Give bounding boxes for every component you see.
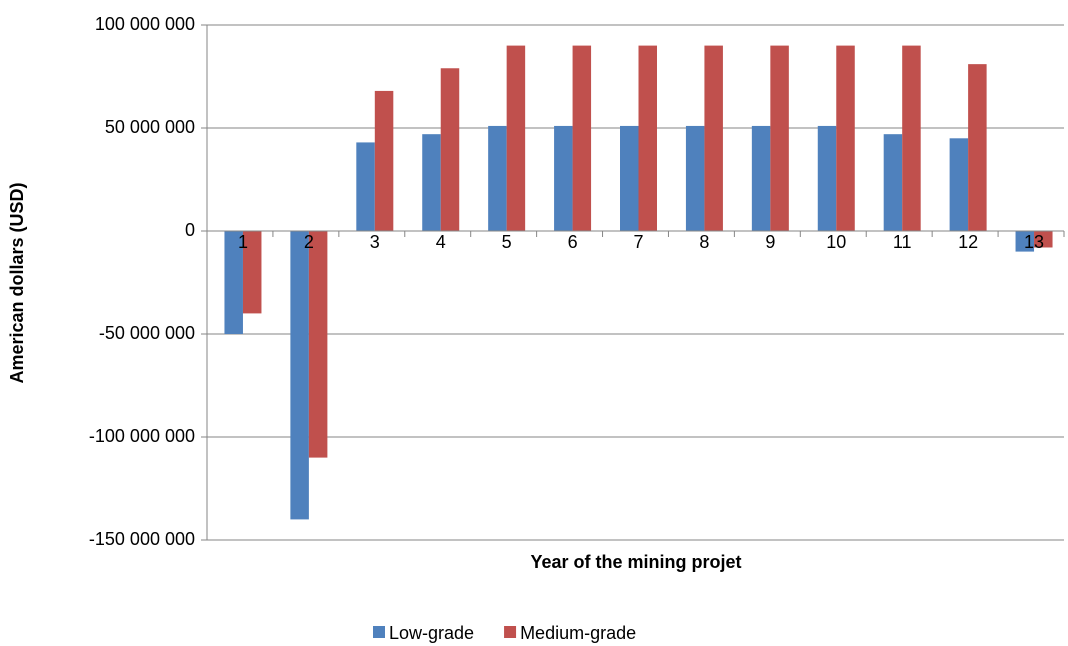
bar — [242, 231, 262, 314]
bar — [554, 125, 573, 231]
bar — [440, 68, 460, 231]
bar — [422, 134, 441, 231]
bar — [1034, 231, 1053, 248]
bar — [770, 45, 789, 231]
y-tick-label: 0 — [185, 220, 195, 240]
x-tick-label: 4 — [436, 232, 446, 252]
bar — [620, 125, 639, 231]
bar — [1015, 231, 1035, 252]
bar — [356, 142, 375, 231]
legend-label: Low-grade — [389, 623, 474, 643]
bar — [685, 125, 705, 231]
bar — [949, 138, 969, 231]
x-axis-title: Year of the mining projet — [530, 552, 741, 572]
bar — [488, 125, 507, 231]
x-tick-label: 11 — [893, 232, 912, 252]
bar — [506, 45, 526, 231]
y-tick-label: 50 000 000 — [105, 117, 195, 137]
x-tick-label: 8 — [699, 232, 709, 252]
bar — [638, 45, 657, 231]
bar — [817, 125, 837, 231]
y-tick-label: 100 000 000 — [95, 14, 195, 34]
legend-label: Medium-grade — [520, 623, 636, 643]
bar — [572, 45, 592, 231]
bar — [374, 90, 394, 231]
x-tick-label: 10 — [826, 232, 846, 252]
bar — [308, 231, 328, 458]
bar — [704, 45, 723, 231]
legend-swatch — [373, 626, 385, 638]
y-axis-title: American dollars (USD) — [7, 182, 27, 383]
bar — [290, 231, 309, 520]
y-tick-label: -150 000 000 — [89, 529, 195, 549]
bar — [224, 231, 243, 334]
bar — [902, 45, 921, 231]
x-tick-label: 1 — [238, 232, 248, 252]
x-tick-label: 5 — [502, 232, 512, 252]
bar — [883, 134, 903, 231]
x-tick-label: 12 — [958, 232, 978, 252]
x-tick-label: 7 — [633, 232, 643, 252]
x-tick-label: 3 — [370, 232, 380, 252]
x-tick-label: 9 — [765, 232, 775, 252]
bar — [836, 45, 855, 231]
x-tick-label: 6 — [568, 232, 578, 252]
y-tick-label: -100 000 000 — [89, 426, 195, 446]
bar — [751, 125, 771, 231]
bar — [968, 64, 987, 231]
legend-swatch — [504, 626, 517, 638]
x-tick-label: 13 — [1024, 232, 1044, 252]
x-tick-label: 2 — [304, 232, 314, 252]
y-tick-label: -50 000 000 — [99, 323, 195, 343]
